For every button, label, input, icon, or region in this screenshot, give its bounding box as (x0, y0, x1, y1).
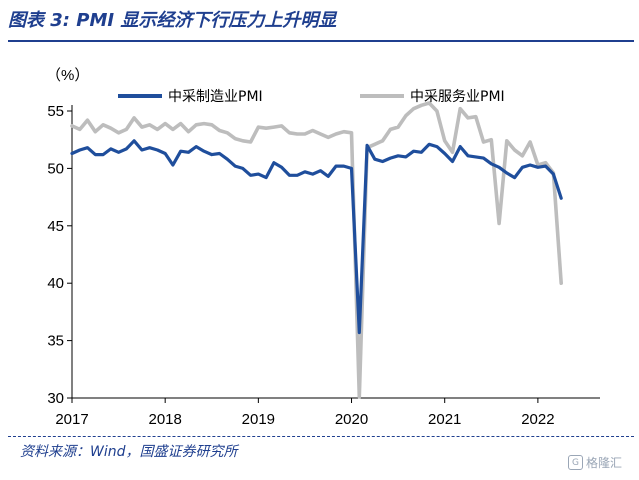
x-tick-label: 2020 (335, 411, 368, 428)
y-tick-label: 55 (47, 103, 64, 120)
source-note: 资料来源：Wind，国盛证券研究所 (20, 444, 238, 460)
series-layer (70, 101, 564, 399)
footer-divider (8, 436, 634, 437)
x-tick-label: 2019 (242, 411, 275, 428)
series-line-services (70, 101, 564, 399)
legend-label-manufacturing: 中采制造业PMI (168, 89, 263, 105)
title-divider (8, 40, 634, 42)
series-line-manufacturing (70, 139, 563, 335)
watermark: G 格隆汇 (568, 454, 622, 471)
legend: 中采制造业PMI 中采服务业PMI (118, 89, 505, 105)
x-tick-label: 2021 (428, 411, 461, 428)
y-axis-unit-label: （%） (46, 67, 89, 84)
y-tick-label: 35 (47, 333, 64, 350)
watermark-text: 格隆汇 (586, 456, 623, 470)
y-tick-label: 50 (47, 160, 64, 177)
figure-title: 图表 3: PMI 显示经济下行压力上升明显 (8, 10, 337, 31)
y-tick-label: 45 (47, 218, 64, 235)
x-axis: 2017 2018 2019 2020 2021 2022 (55, 397, 600, 428)
y-axis: 30 35 40 45 50 55 (47, 103, 73, 407)
y-tick-label: 40 (47, 275, 64, 292)
legend-label-services: 中采服务业PMI (410, 89, 505, 105)
watermark-logo-icon: G (568, 455, 583, 470)
y-tick-label: 30 (47, 390, 64, 407)
x-tick-label: 2017 (55, 411, 88, 428)
x-tick-label: 2022 (521, 411, 554, 428)
x-tick-label: 2018 (148, 411, 181, 428)
